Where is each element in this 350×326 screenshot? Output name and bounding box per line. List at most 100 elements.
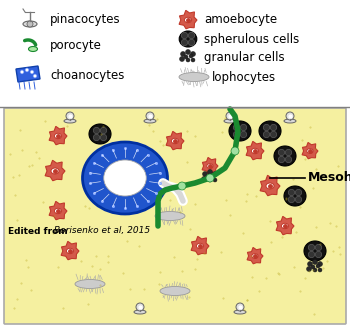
Circle shape [206,174,214,182]
Circle shape [203,171,208,176]
Ellipse shape [91,160,97,166]
Circle shape [66,112,74,120]
Polygon shape [166,131,184,150]
Circle shape [316,264,320,268]
Ellipse shape [97,154,119,174]
Circle shape [93,127,100,134]
Circle shape [186,58,190,62]
Circle shape [180,56,184,62]
Circle shape [286,112,294,120]
Circle shape [100,127,107,134]
Ellipse shape [86,181,93,186]
Circle shape [288,196,295,203]
Polygon shape [302,142,318,159]
Ellipse shape [184,17,191,23]
Polygon shape [45,160,65,181]
Circle shape [308,261,313,266]
Circle shape [270,131,277,138]
Circle shape [278,156,285,163]
Ellipse shape [160,287,190,295]
Ellipse shape [54,208,62,214]
Circle shape [108,157,115,164]
Text: granular cells: granular cells [204,52,285,65]
Circle shape [263,124,270,131]
Polygon shape [202,157,218,174]
Circle shape [189,54,193,58]
Polygon shape [16,66,40,82]
Ellipse shape [122,144,127,151]
Circle shape [231,147,239,155]
Text: Edited from: Edited from [8,227,68,235]
Circle shape [181,32,188,39]
Circle shape [212,171,217,176]
Circle shape [270,124,277,131]
Circle shape [188,32,195,39]
Ellipse shape [122,205,127,212]
Polygon shape [191,236,209,255]
Ellipse shape [157,170,164,175]
Text: spherulous cells: spherulous cells [204,33,299,46]
Circle shape [311,265,315,269]
Ellipse shape [83,142,168,214]
Ellipse shape [91,190,97,196]
Text: Borisenko et al, 2015: Borisenko et al, 2015 [54,227,150,235]
Polygon shape [49,126,67,145]
Circle shape [190,52,196,56]
Circle shape [20,70,24,74]
Ellipse shape [145,198,151,204]
Circle shape [236,303,244,311]
Circle shape [93,134,100,141]
Ellipse shape [207,164,213,169]
Polygon shape [179,10,197,29]
Ellipse shape [153,160,159,166]
Circle shape [181,39,188,46]
Ellipse shape [104,160,146,196]
Ellipse shape [54,133,62,139]
Circle shape [233,124,240,131]
Circle shape [178,182,186,190]
Ellipse shape [89,124,111,144]
Circle shape [313,259,317,264]
Circle shape [233,131,240,138]
Ellipse shape [281,223,289,229]
Ellipse shape [99,152,105,158]
Ellipse shape [284,186,306,206]
Ellipse shape [172,138,178,144]
Ellipse shape [259,121,281,141]
Circle shape [226,112,234,120]
Ellipse shape [307,149,313,154]
Circle shape [101,157,108,164]
Circle shape [315,244,322,251]
Circle shape [181,52,186,56]
Ellipse shape [224,119,236,123]
Ellipse shape [99,198,105,204]
Circle shape [33,74,37,78]
Circle shape [191,58,195,62]
Circle shape [313,268,317,272]
Ellipse shape [266,183,274,189]
Circle shape [188,39,195,46]
Circle shape [318,268,322,272]
Circle shape [211,174,215,178]
Circle shape [25,68,29,72]
Text: lophocytes: lophocytes [212,70,276,83]
Circle shape [30,70,34,74]
Ellipse shape [86,170,93,175]
Ellipse shape [134,146,140,153]
Ellipse shape [155,212,185,220]
Ellipse shape [134,310,146,314]
Ellipse shape [196,243,204,249]
Ellipse shape [251,148,259,154]
Ellipse shape [110,146,116,153]
Circle shape [278,149,285,156]
Polygon shape [61,241,79,260]
Text: Mesohyl: Mesohyl [308,171,350,185]
Circle shape [263,131,270,138]
Ellipse shape [144,119,156,123]
Ellipse shape [64,119,76,123]
Circle shape [108,164,115,171]
Circle shape [206,175,210,179]
Polygon shape [276,216,294,235]
Ellipse shape [145,152,151,158]
Ellipse shape [179,72,209,82]
